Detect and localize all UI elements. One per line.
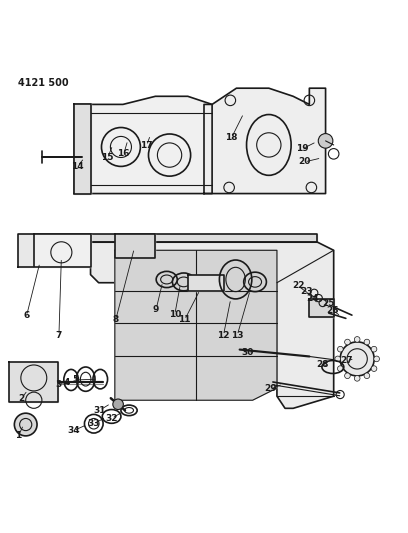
- Polygon shape: [9, 362, 58, 402]
- Circle shape: [340, 342, 374, 376]
- Text: 18: 18: [225, 133, 238, 142]
- Text: 1: 1: [15, 431, 22, 440]
- Circle shape: [345, 339, 350, 345]
- Text: 24: 24: [306, 294, 319, 303]
- Text: 34: 34: [67, 426, 80, 435]
- Text: 25: 25: [323, 300, 335, 308]
- Text: 19: 19: [296, 144, 308, 154]
- Circle shape: [337, 346, 343, 352]
- Text: 9: 9: [153, 304, 160, 313]
- Text: 7: 7: [56, 331, 62, 340]
- Text: 2: 2: [18, 394, 25, 403]
- Text: 20: 20: [298, 157, 310, 166]
- Text: 30: 30: [242, 348, 254, 357]
- Text: 3: 3: [56, 381, 62, 389]
- Polygon shape: [91, 234, 317, 242]
- Text: 8: 8: [113, 316, 119, 325]
- Circle shape: [364, 373, 370, 378]
- Polygon shape: [115, 234, 155, 259]
- Text: 10: 10: [169, 310, 181, 319]
- Circle shape: [345, 373, 350, 378]
- Text: 17: 17: [140, 141, 153, 150]
- Polygon shape: [34, 234, 91, 266]
- Text: 28: 28: [316, 360, 328, 369]
- Text: 32: 32: [105, 414, 118, 423]
- Text: 6: 6: [23, 311, 30, 320]
- Text: 14: 14: [71, 161, 84, 171]
- Text: 15: 15: [101, 154, 114, 163]
- Text: 31: 31: [93, 406, 106, 415]
- Circle shape: [354, 376, 360, 381]
- Polygon shape: [204, 88, 326, 193]
- Circle shape: [335, 356, 341, 362]
- Polygon shape: [115, 251, 277, 400]
- Text: 13: 13: [231, 331, 244, 340]
- Text: 12: 12: [217, 331, 230, 340]
- Polygon shape: [18, 234, 91, 266]
- Circle shape: [354, 337, 360, 342]
- Polygon shape: [91, 242, 334, 408]
- Text: 16: 16: [118, 149, 130, 158]
- Text: 27: 27: [340, 356, 353, 365]
- Text: 5: 5: [72, 375, 78, 384]
- Text: 11: 11: [178, 316, 191, 325]
- Text: 33: 33: [88, 419, 100, 428]
- Circle shape: [371, 346, 377, 352]
- Polygon shape: [74, 96, 212, 193]
- Polygon shape: [309, 299, 334, 317]
- Text: 4: 4: [64, 378, 70, 387]
- Circle shape: [318, 134, 333, 148]
- Circle shape: [113, 399, 123, 409]
- Text: 23: 23: [300, 287, 313, 296]
- Circle shape: [337, 366, 343, 372]
- Text: 22: 22: [292, 281, 304, 290]
- Polygon shape: [188, 274, 224, 291]
- Polygon shape: [74, 104, 91, 193]
- Text: 26: 26: [327, 306, 339, 315]
- Circle shape: [14, 413, 37, 436]
- Text: 4121 500: 4121 500: [18, 78, 68, 88]
- Circle shape: [374, 356, 379, 362]
- Circle shape: [371, 366, 377, 372]
- Text: 29: 29: [264, 384, 277, 393]
- Circle shape: [364, 339, 370, 345]
